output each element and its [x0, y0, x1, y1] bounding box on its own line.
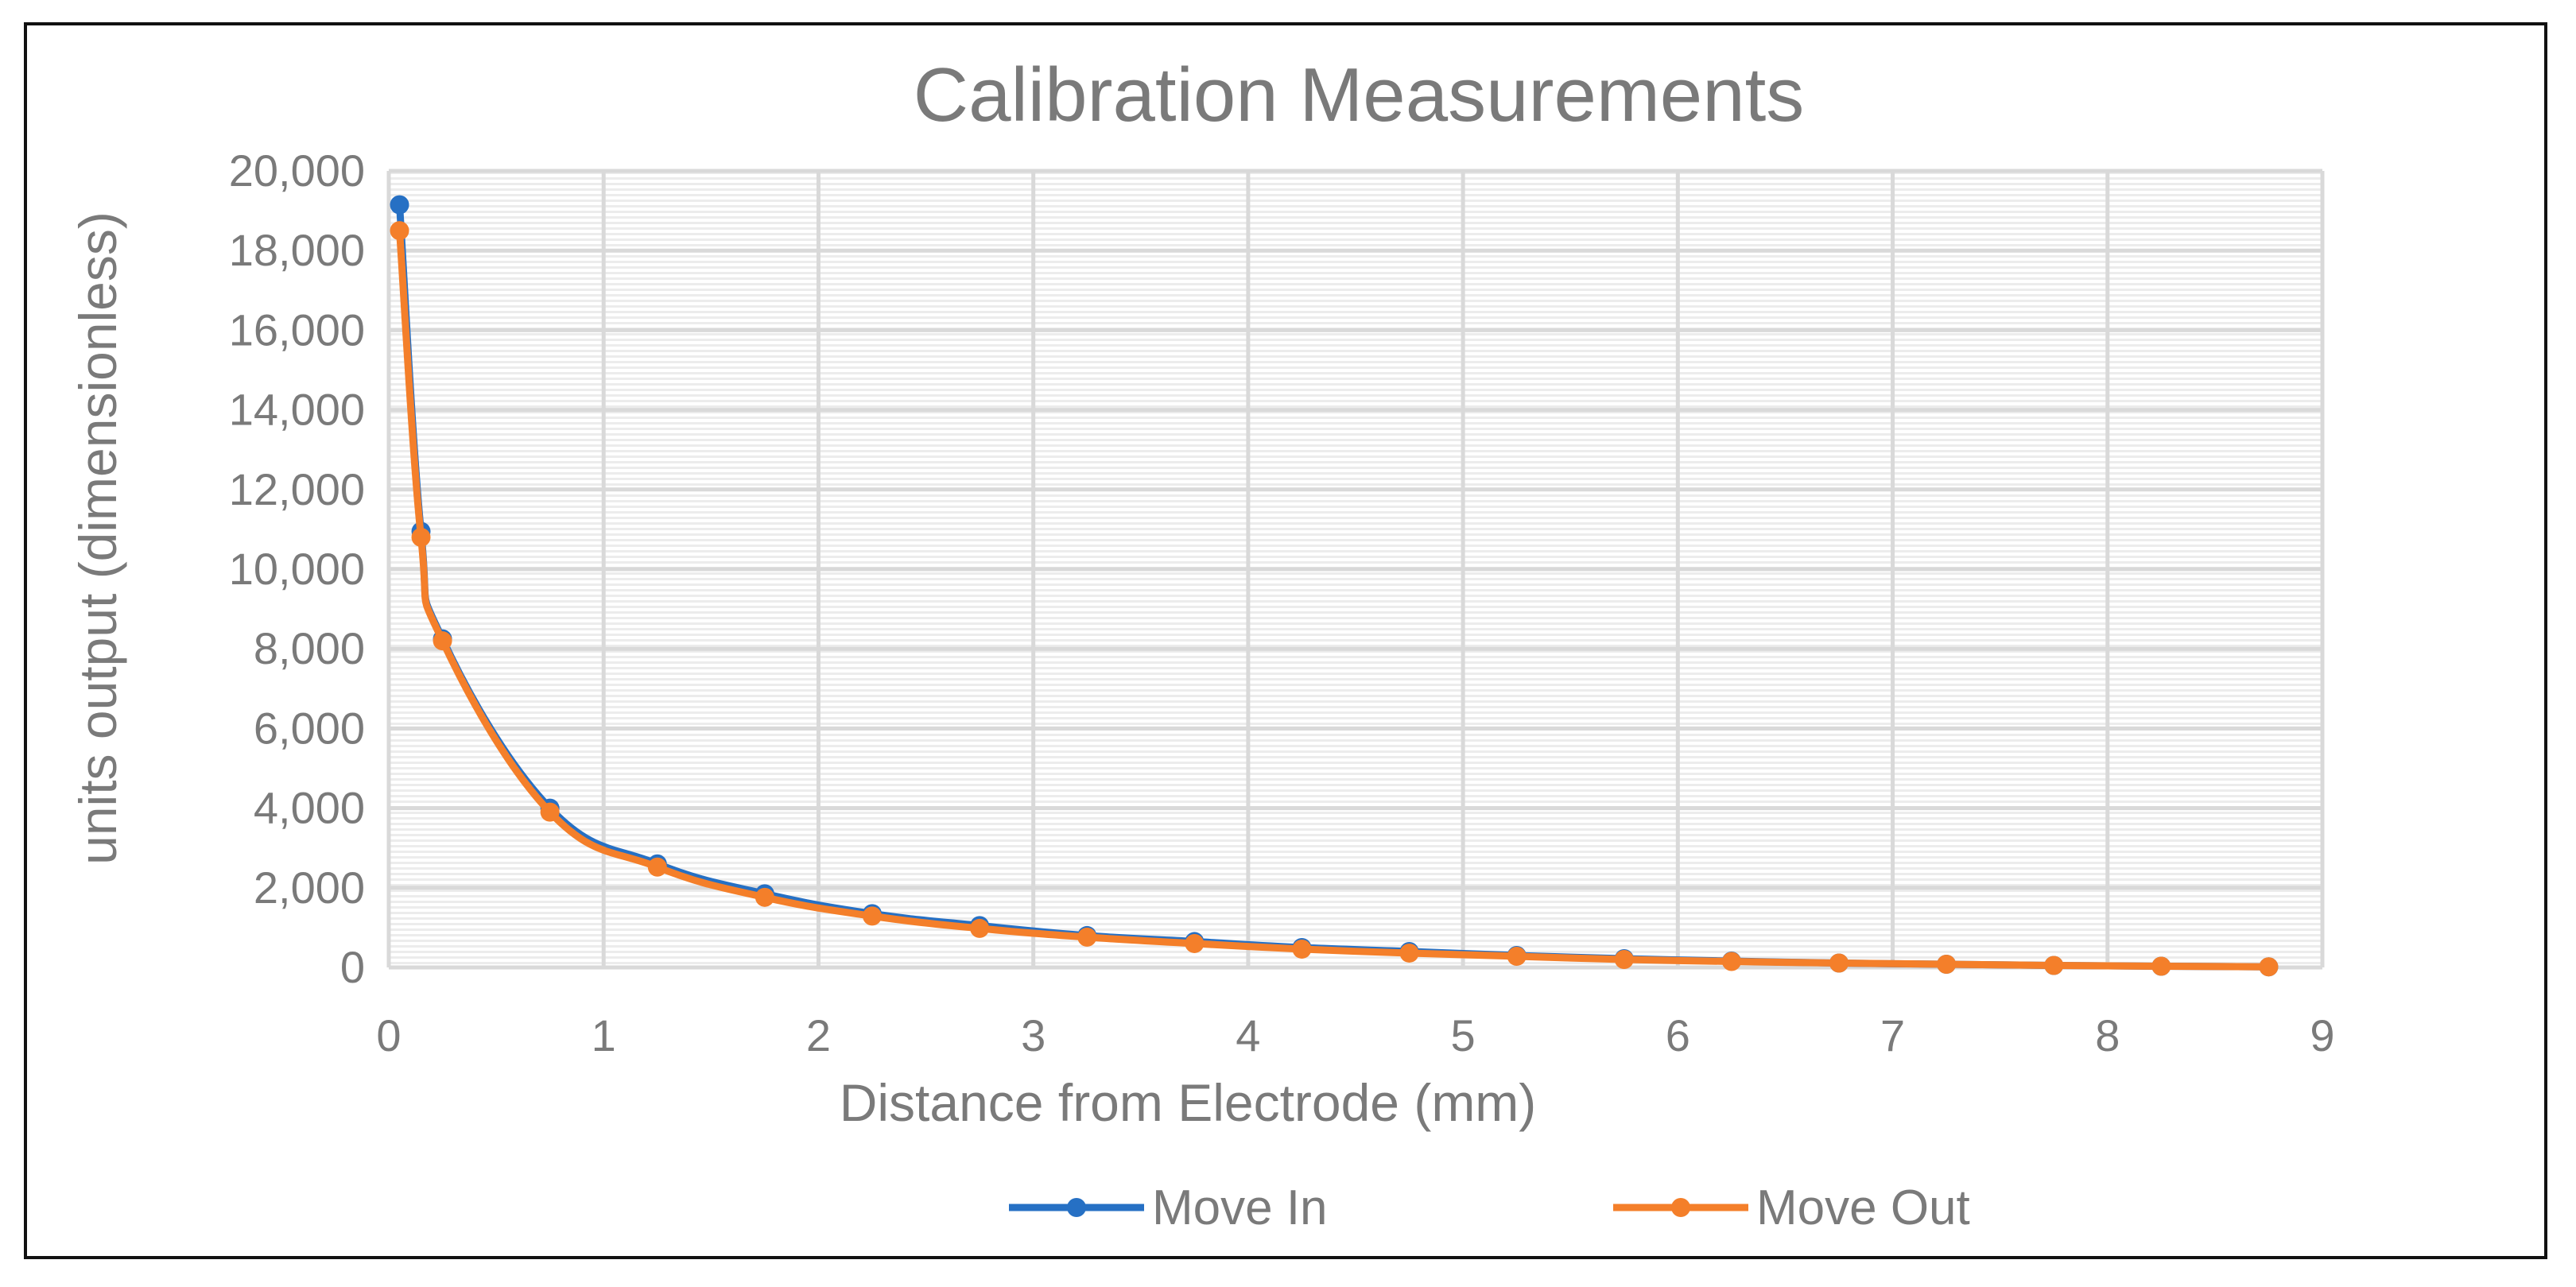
data-point	[1937, 954, 1957, 974]
series-move-out	[390, 221, 2279, 977]
y-tick-label: 12,000	[229, 464, 365, 514]
legend-swatch-marker	[1067, 1198, 1086, 1217]
series-group	[390, 195, 2279, 977]
legend-label: Move Out	[1756, 1180, 1970, 1235]
gridlines	[386, 169, 2325, 970]
data-point	[1614, 949, 1634, 969]
data-point	[1292, 939, 1312, 959]
chart-title: Calibration Measurements	[914, 52, 1805, 138]
legend-item: Move Out	[1613, 1180, 1970, 1235]
x-axis-title: Distance from Electrode (mm)	[840, 1073, 1537, 1132]
x-tick-label: 7	[1880, 1010, 1905, 1060]
data-point	[2259, 957, 2279, 977]
series-line	[396, 227, 2272, 971]
y-tick-label: 14,000	[229, 385, 365, 435]
legend-label: Move In	[1152, 1180, 1328, 1235]
y-tick-label: 2,000	[254, 863, 365, 913]
data-point	[755, 887, 774, 907]
y-tick-label: 6,000	[254, 703, 365, 753]
data-point	[1077, 927, 1097, 947]
data-point	[411, 527, 431, 547]
y-tick-label: 16,000	[229, 304, 365, 355]
data-point	[647, 857, 667, 877]
data-point	[1829, 953, 1849, 973]
x-tick-label: 2	[806, 1010, 831, 1060]
legend-swatch-marker	[1671, 1198, 1690, 1217]
data-point	[540, 802, 560, 822]
x-tick-label: 6	[1666, 1010, 1690, 1060]
y-tick-label: 18,000	[229, 225, 365, 275]
data-point	[433, 631, 452, 651]
legend: Move In Move Out	[1009, 1180, 1970, 1235]
data-point	[1399, 943, 1419, 963]
y-axis-title: units output (dimensionless)	[68, 211, 127, 865]
x-tick-label: 5	[1451, 1010, 1476, 1060]
x-tick-label: 3	[1021, 1010, 1046, 1060]
y-tick-label: 0	[340, 942, 365, 992]
chart-svg: Calibration Measurements 0 2,000 4,000 6,00…	[68, 52, 2335, 1235]
y-tick-label: 10,000	[229, 544, 365, 594]
y-tick-label: 4,000	[254, 783, 365, 833]
legend-item: Move In	[1009, 1180, 1328, 1235]
data-point	[390, 195, 409, 215]
data-point	[2151, 956, 2171, 976]
x-tick-label: 4	[1236, 1010, 1260, 1060]
y-tick-label: 8,000	[254, 623, 365, 673]
x-tick-label: 8	[2095, 1010, 2120, 1060]
data-point	[390, 221, 409, 241]
chart-frame: Calibration Measurements 0 2,000 4,000 6,00…	[24, 22, 2547, 1259]
data-point	[1507, 946, 1527, 966]
data-point	[863, 906, 882, 926]
y-tick-label: 20,000	[229, 145, 365, 196]
x-tick-label: 0	[376, 1010, 401, 1060]
data-point	[2044, 956, 2064, 975]
data-point	[970, 918, 990, 938]
data-point	[1185, 933, 1205, 953]
data-point	[1721, 952, 1741, 971]
x-tick-label: 9	[2310, 1010, 2334, 1060]
y-axis-ticks: 0 2,000 4,000 6,000 8,000 10,000 12,000 14,000 1…	[229, 145, 365, 992]
x-tick-label: 1	[592, 1010, 616, 1060]
x-axis-ticks: 0 1 2 3 4 5 6 7 8 9	[376, 1010, 2334, 1060]
